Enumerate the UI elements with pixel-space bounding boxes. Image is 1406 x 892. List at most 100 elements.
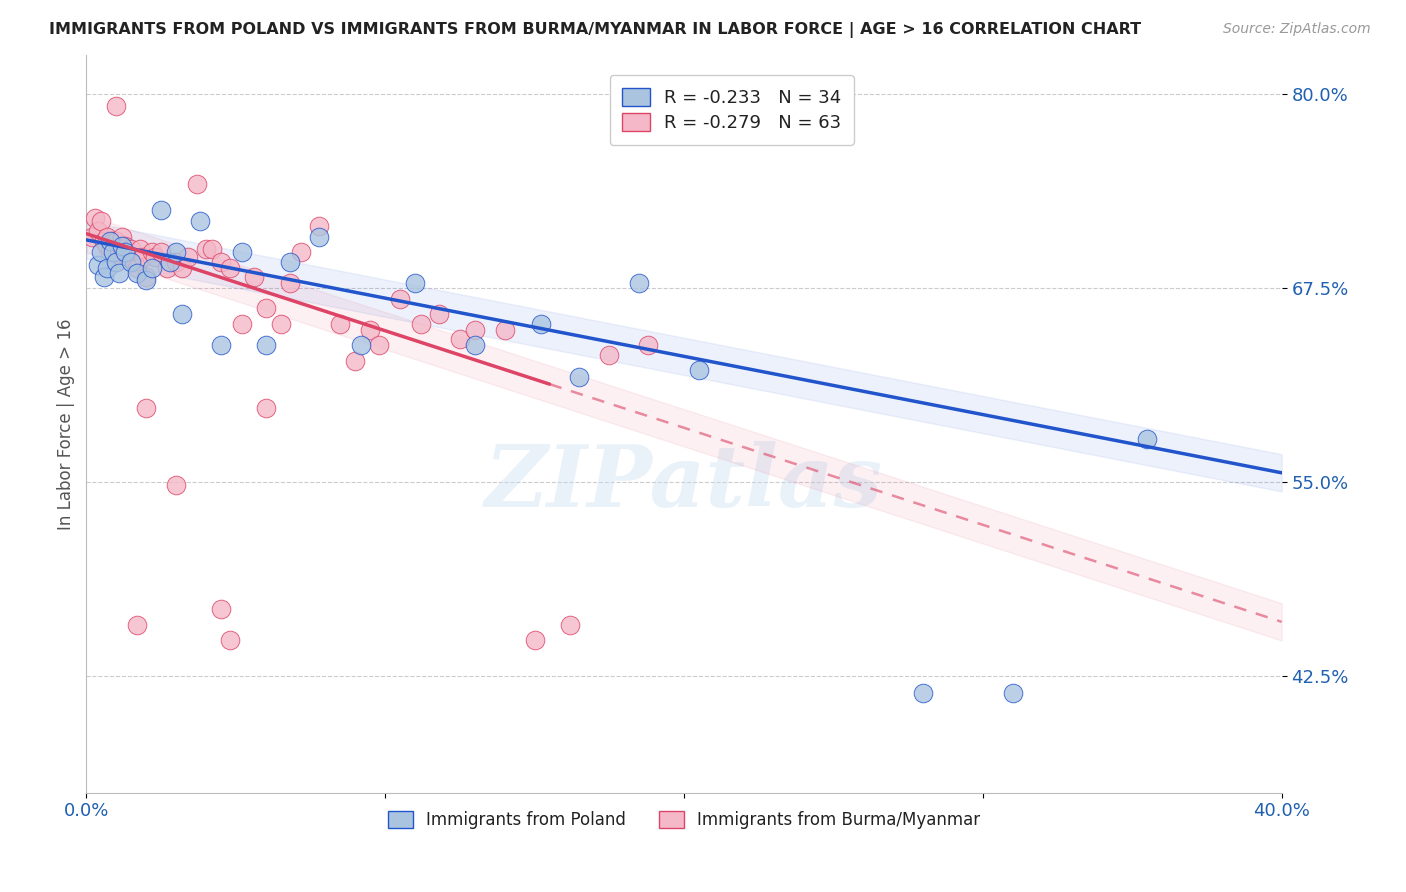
- Point: [127, 266, 149, 280]
- Point: [132, 250, 155, 264]
- Point: [494, 323, 516, 337]
- Point: [165, 254, 187, 268]
- Point: [329, 317, 352, 331]
- Point: [82, 229, 104, 244]
- Point: [98, 235, 121, 249]
- Point: [270, 317, 292, 331]
- Point: [120, 242, 142, 256]
- Point: [127, 618, 149, 632]
- Point: [111, 242, 134, 256]
- Point: [560, 618, 582, 632]
- Point: [105, 235, 128, 249]
- Point: [159, 254, 181, 268]
- Point: [135, 270, 157, 285]
- Point: [150, 203, 173, 218]
- Point: [523, 633, 546, 648]
- Y-axis label: In Labor Force | Age > 16: In Labor Force | Age > 16: [58, 318, 75, 530]
- Point: [170, 260, 193, 275]
- Point: [308, 229, 330, 244]
- Point: [120, 254, 142, 268]
- Point: [254, 338, 277, 352]
- Point: [637, 338, 659, 352]
- Point: [529, 317, 551, 331]
- Point: [156, 260, 179, 275]
- Text: Source: ZipAtlas.com: Source: ZipAtlas.com: [1223, 22, 1371, 37]
- Point: [218, 633, 240, 648]
- Point: [278, 277, 301, 291]
- Point: [127, 260, 149, 275]
- Point: [218, 260, 240, 275]
- Point: [105, 254, 128, 268]
- Point: [84, 211, 107, 226]
- Point: [188, 214, 211, 228]
- Point: [165, 245, 187, 260]
- Point: [177, 250, 200, 264]
- Point: [242, 270, 264, 285]
- Point: [114, 245, 136, 260]
- Point: [201, 242, 224, 256]
- Point: [105, 254, 128, 268]
- Point: [111, 229, 134, 244]
- Point: [209, 254, 232, 268]
- Point: [389, 292, 412, 306]
- Point: [568, 369, 591, 384]
- Point: [290, 245, 312, 260]
- Point: [688, 363, 710, 377]
- Point: [427, 308, 450, 322]
- Point: [87, 258, 110, 272]
- Point: [93, 270, 115, 285]
- Point: [350, 338, 373, 352]
- Text: IMMIGRANTS FROM POLAND VS IMMIGRANTS FROM BURMA/MYANMAR IN LABOR FORCE | AGE > 1: IMMIGRANTS FROM POLAND VS IMMIGRANTS FRO…: [49, 22, 1142, 38]
- Point: [114, 239, 136, 253]
- Point: [90, 214, 112, 228]
- Point: [598, 348, 620, 362]
- Point: [209, 338, 232, 352]
- Point: [122, 254, 145, 268]
- Point: [449, 332, 471, 346]
- Point: [231, 317, 253, 331]
- Point: [409, 317, 432, 331]
- Point: [96, 229, 118, 244]
- Text: ZIPatlas: ZIPatlas: [485, 442, 883, 524]
- Point: [96, 260, 118, 275]
- Point: [254, 301, 277, 316]
- Point: [1136, 432, 1159, 446]
- Point: [404, 277, 426, 291]
- Point: [141, 245, 163, 260]
- Point: [254, 401, 277, 415]
- Point: [359, 323, 381, 337]
- Point: [209, 602, 232, 616]
- Point: [120, 250, 142, 264]
- Point: [135, 401, 157, 415]
- Point: [464, 323, 486, 337]
- Point: [143, 250, 166, 264]
- Point: [135, 273, 157, 287]
- Point: [170, 308, 193, 322]
- Point: [186, 177, 208, 191]
- Point: [87, 224, 110, 238]
- Point: [103, 245, 125, 260]
- Point: [165, 478, 187, 492]
- Point: [141, 260, 163, 275]
- Point: [194, 242, 217, 256]
- Point: [308, 219, 330, 233]
- Point: [90, 245, 112, 260]
- Point: [464, 338, 486, 352]
- Point: [93, 235, 115, 249]
- Point: [117, 250, 139, 264]
- Point: [628, 277, 651, 291]
- Legend: Immigrants from Poland, Immigrants from Burma/Myanmar: Immigrants from Poland, Immigrants from …: [381, 805, 987, 836]
- Point: [111, 239, 134, 253]
- Point: [108, 266, 131, 280]
- Point: [103, 235, 125, 249]
- Point: [150, 245, 173, 260]
- Point: [231, 245, 253, 260]
- Point: [129, 242, 152, 256]
- Point: [278, 254, 301, 268]
- Point: [105, 99, 128, 113]
- Point: [96, 239, 118, 253]
- Point: [1001, 686, 1024, 700]
- Point: [344, 354, 367, 368]
- Point: [912, 686, 935, 700]
- Point: [108, 245, 131, 260]
